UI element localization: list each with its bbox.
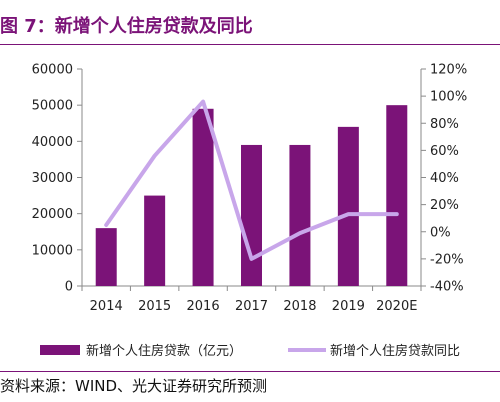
- right-tick-label: 0%: [430, 225, 451, 240]
- source-note: 资料来源：WIND、光大证券研究所预测: [0, 377, 268, 395]
- yoy-line: [104, 99, 399, 261]
- left-tick-label: 0: [65, 280, 73, 295]
- x-tick-label: 2017: [235, 299, 268, 314]
- right-tick-label: -40%: [430, 280, 464, 295]
- left-tick-label: 10000: [32, 243, 73, 258]
- tick-labels: 0 10000 20000 30000 40000 50000 60000 -40% -20% 0…: [32, 63, 468, 315]
- figure-title: 图 7：新增个人住房贷款及同比: [0, 16, 253, 37]
- legend-label-line: 新增个人住房贷款同比: [330, 343, 460, 359]
- source-divider: [0, 371, 500, 372]
- chart-legend: 新增个人住房贷款（亿元） 新增个人住房贷款同比: [40, 343, 460, 359]
- x-tick-label: 2016: [187, 299, 220, 314]
- legend-label-bar: 新增个人住房贷款（亿元）: [86, 343, 242, 359]
- right-tick-label: 40%: [430, 171, 459, 186]
- bar: [95, 228, 117, 286]
- x-tick-label: 2019: [332, 299, 365, 314]
- x-tick-label: 2018: [283, 299, 316, 314]
- right-tick-label: 80%: [430, 117, 459, 132]
- right-tick-label: 60%: [430, 144, 459, 159]
- bar: [289, 144, 311, 286]
- bar: [192, 108, 214, 287]
- bar-series: [95, 105, 408, 287]
- bar: [241, 144, 262, 286]
- line-series: [104, 99, 399, 261]
- bar: [386, 105, 408, 287]
- legend-swatch-bar: [40, 345, 80, 355]
- right-tick-label: 120%: [430, 63, 467, 78]
- bar: [144, 195, 166, 286]
- title-divider: [0, 44, 500, 45]
- bar: [337, 126, 359, 286]
- left-tick-label: 40000: [32, 135, 73, 150]
- right-tick-label: 20%: [430, 198, 459, 213]
- left-tick-label: 50000: [32, 99, 73, 114]
- left-tick-label: 60000: [32, 63, 73, 78]
- right-tick-label: 100%: [430, 90, 467, 105]
- x-tick-label: 2020E: [376, 299, 417, 314]
- right-tick-label: -20%: [430, 252, 464, 267]
- x-tick-label: 2015: [138, 299, 171, 314]
- left-tick-label: 30000: [32, 171, 73, 186]
- left-tick-label: 20000: [32, 207, 73, 222]
- x-tick-label: 2014: [90, 299, 123, 314]
